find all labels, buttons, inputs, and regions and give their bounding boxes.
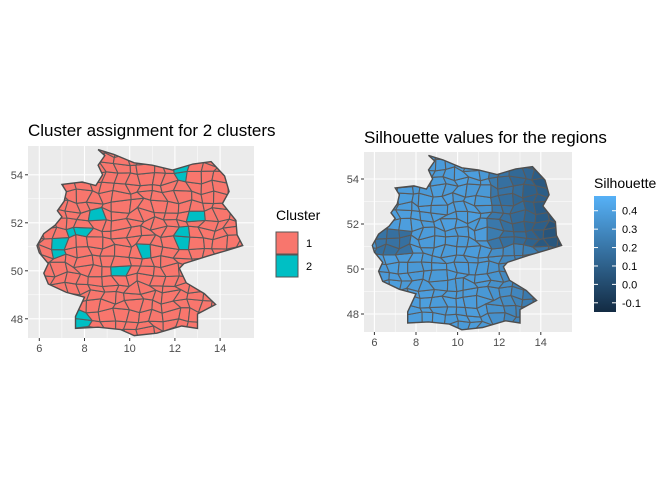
cluster-map-panel: Cluster assignment for 2 clusters 6 8 10 12… xyxy=(11,121,321,355)
silhouette-map-axes: 6 8 10 12 14 48 50 52 54 xyxy=(347,174,547,349)
colorbar-label: 0.3 xyxy=(622,224,637,236)
y-tick-label: 54 xyxy=(347,174,359,186)
y-tick-label: 52 xyxy=(11,218,23,230)
region xyxy=(253,318,267,331)
region xyxy=(454,277,465,293)
region xyxy=(410,209,422,222)
region xyxy=(571,219,581,232)
germany-border xyxy=(371,154,563,331)
x-tick-label: 10 xyxy=(451,337,463,349)
colorbar-label: -0.1 xyxy=(622,298,641,310)
region xyxy=(513,242,525,257)
region xyxy=(420,261,433,272)
y-tick-label: 48 xyxy=(11,314,23,326)
y-tick-label: 48 xyxy=(347,309,359,321)
region xyxy=(572,193,583,206)
region xyxy=(253,327,265,340)
colorbar-label: 0.1 xyxy=(622,261,637,273)
colorbar-label: 0.4 xyxy=(622,206,637,218)
region xyxy=(512,231,528,239)
colorbar-label: 0.0 xyxy=(622,279,637,291)
region xyxy=(397,261,409,275)
germany-border xyxy=(36,148,244,337)
y-tick-label: 50 xyxy=(11,266,23,278)
cluster-legend-label-1: 1 xyxy=(306,238,312,250)
region xyxy=(573,160,583,171)
x-tick-label: 12 xyxy=(169,343,181,355)
region xyxy=(162,212,180,221)
silhouette-legend: Silhouette 0.4 0.3 0.2 0.1 0.0 -0.1 xyxy=(594,175,656,312)
region xyxy=(571,322,586,334)
x-tick-label: 14 xyxy=(214,343,226,355)
region xyxy=(185,170,203,185)
x-tick-label: 8 xyxy=(413,337,419,349)
x-tick-label: 10 xyxy=(124,343,136,355)
cluster-legend-key-2 xyxy=(275,254,299,278)
region xyxy=(254,263,267,277)
x-tick-label: 14 xyxy=(535,337,547,349)
region xyxy=(571,227,584,238)
region xyxy=(85,236,104,250)
y-tick-label: 50 xyxy=(347,264,359,276)
region xyxy=(254,199,269,212)
silhouette-legend-ticks: 0.4 0.3 0.2 0.1 0.0 -0.1 xyxy=(594,206,641,310)
region xyxy=(254,190,268,201)
x-tick-label: 6 xyxy=(36,343,42,355)
region xyxy=(398,217,413,233)
region xyxy=(250,140,266,147)
region xyxy=(430,204,449,216)
cluster-legend-title: Cluster xyxy=(276,207,321,223)
colorbar-label: 0.2 xyxy=(622,243,637,255)
cluster-legend-label-2: 2 xyxy=(306,261,312,273)
silhouette-map-title: Silhouette values for the regions xyxy=(364,128,607,147)
region xyxy=(444,235,459,248)
region xyxy=(254,271,267,285)
region xyxy=(427,269,449,283)
region xyxy=(185,210,206,223)
silhouette-legend-title: Silhouette xyxy=(594,175,656,191)
silhouette-map-panel: Silhouette values for the regions 6 8 10 12… xyxy=(347,128,657,349)
x-tick-label: 8 xyxy=(81,343,87,355)
x-tick-label: 12 xyxy=(493,337,505,349)
silhouette-colorbar xyxy=(594,196,616,312)
region xyxy=(87,276,104,288)
region xyxy=(101,266,112,278)
region xyxy=(444,306,458,316)
cluster-legend: Cluster 1 2 xyxy=(275,207,321,278)
region xyxy=(573,278,581,292)
cluster-map-title: Cluster assignment for 2 clusters xyxy=(28,121,276,140)
cluster-legend-key-1 xyxy=(275,231,299,255)
y-tick-label: 52 xyxy=(347,219,359,231)
x-tick-label: 6 xyxy=(371,337,377,349)
cluster-map-axes: 6 8 10 12 14 48 50 52 54 xyxy=(11,170,226,355)
region xyxy=(255,283,266,295)
region xyxy=(187,236,206,251)
y-tick-label: 54 xyxy=(11,170,23,182)
